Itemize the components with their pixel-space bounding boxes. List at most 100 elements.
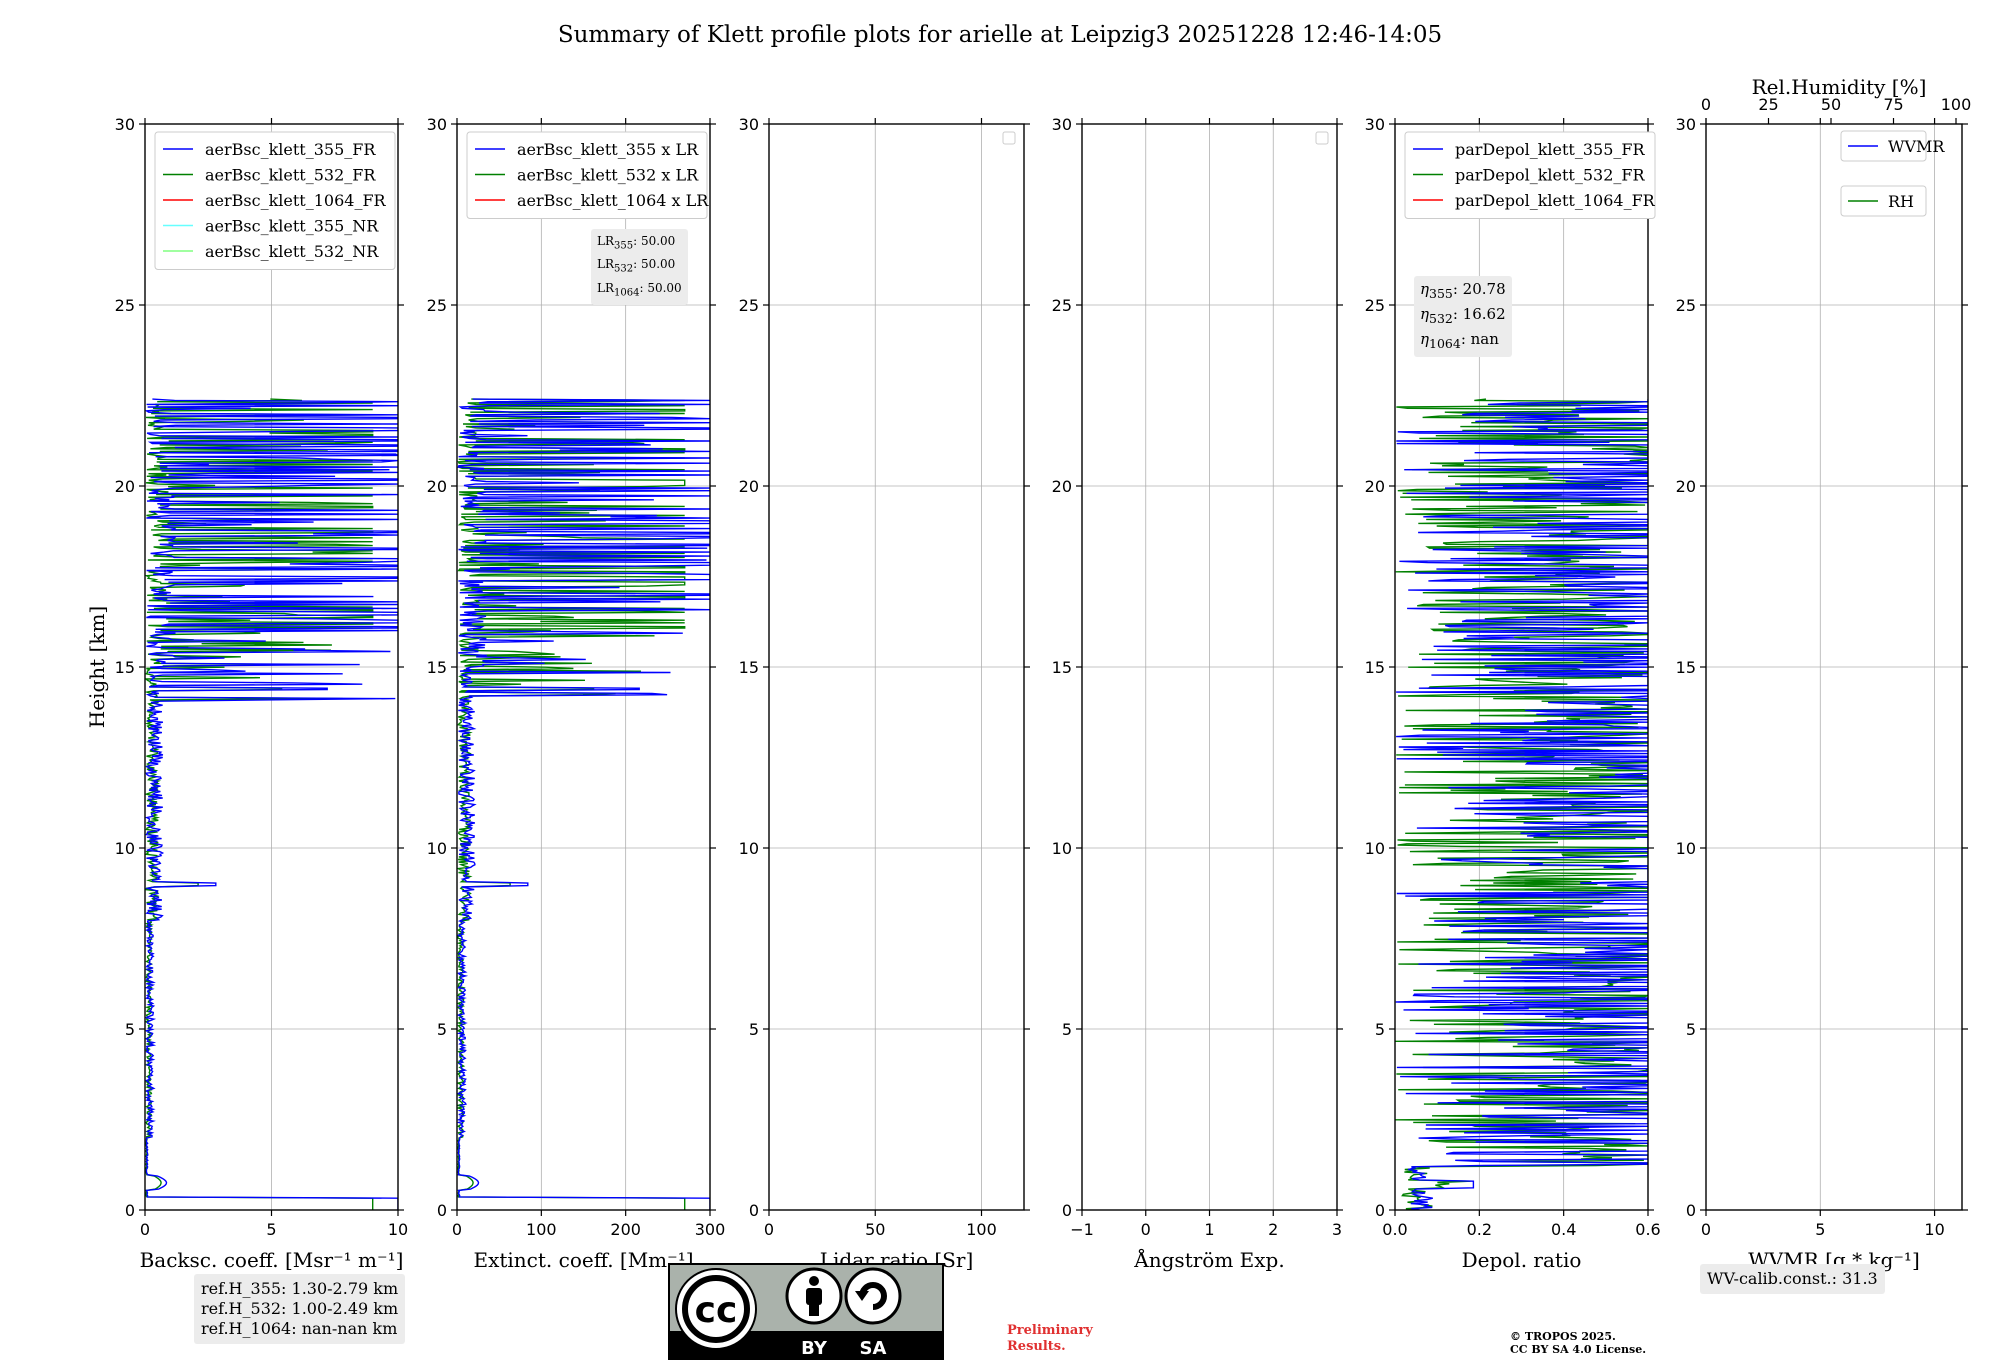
y-tick-label: 10 bbox=[115, 839, 135, 858]
share-alike-icon bbox=[844, 1267, 902, 1325]
y-tick-label: 30 bbox=[1052, 115, 1072, 134]
y-tick-label: 5 bbox=[1686, 1020, 1696, 1039]
x-axis-label: Ångström Exp. bbox=[1133, 1247, 1284, 1272]
x-axis-label: Extinct. coeff. [Mm⁻¹] bbox=[473, 1248, 693, 1272]
badge-by-label: BY bbox=[801, 1338, 828, 1359]
eta-355: η355: 20.78 bbox=[1420, 280, 1506, 301]
x-tick-label: 0.0 bbox=[1382, 1220, 1407, 1239]
y-tick-label: 25 bbox=[1676, 296, 1696, 315]
lr-1064: LR1064: 50.00 bbox=[597, 280, 682, 299]
y-tick-label: 0 bbox=[125, 1201, 135, 1220]
y-tick-label: 20 bbox=[739, 477, 759, 496]
y-tick-label: 20 bbox=[1365, 477, 1385, 496]
x-tick-label: 300 bbox=[695, 1220, 726, 1239]
legend-box bbox=[154, 131, 396, 270]
x-tick-label: 3 bbox=[1332, 1220, 1342, 1239]
y-tick-label: 30 bbox=[115, 115, 135, 134]
legend-label: aerBsc_klett_355_FR bbox=[205, 140, 376, 159]
y-tick-label: 30 bbox=[1365, 115, 1385, 134]
y-tick-label: 15 bbox=[739, 658, 759, 677]
x-tick-label: 0.4 bbox=[1551, 1220, 1576, 1239]
y-tick-label: 15 bbox=[115, 658, 135, 677]
axes-frame bbox=[768, 123, 1025, 1211]
y-tick-label: 30 bbox=[739, 115, 759, 134]
legend-label: aerBsc_klett_355_NR bbox=[205, 217, 379, 236]
y-tick-label: 0 bbox=[749, 1201, 759, 1220]
legend-label: aerBsc_klett_532_FR bbox=[205, 166, 376, 185]
lr-355: LR355: 50.00 bbox=[597, 234, 676, 252]
x-tick-label: −1 bbox=[1070, 1220, 1094, 1239]
legend-label: WVMR bbox=[1888, 137, 1945, 156]
svg-text:cc: cc bbox=[695, 1290, 738, 1331]
legend-box bbox=[1404, 131, 1656, 219]
axes-frame bbox=[1394, 123, 1649, 1211]
legend-box bbox=[1840, 185, 1927, 217]
y-tick-label: 15 bbox=[1052, 658, 1072, 677]
x-tick-label: 200 bbox=[610, 1220, 641, 1239]
y-tick-label: 30 bbox=[427, 115, 447, 134]
x-tick-label: 0.6 bbox=[1635, 1220, 1660, 1239]
figure-title: Summary of Klett profile plots for ariel… bbox=[557, 22, 1443, 48]
axes-frame bbox=[1705, 123, 1963, 1211]
badge-sa-label: SA bbox=[860, 1338, 887, 1359]
top-x-tick-label: 25 bbox=[1758, 95, 1778, 114]
y-tick-label: 25 bbox=[1052, 296, 1072, 315]
series-ext-355 bbox=[457, 398, 710, 1210]
empty-legend bbox=[1002, 131, 1016, 145]
y-tick-label: 0 bbox=[1686, 1201, 1696, 1220]
y-tick-label: 15 bbox=[1365, 658, 1385, 677]
x-tick-label: 10 bbox=[388, 1220, 408, 1239]
preliminary-results-label: Preliminary Results. bbox=[1007, 1323, 1093, 1354]
empty-legend bbox=[1315, 131, 1329, 145]
legend-box bbox=[466, 131, 708, 219]
x-tick-label: 2 bbox=[1268, 1220, 1278, 1239]
x-tick-label: 0 bbox=[1701, 1220, 1711, 1239]
legend-label: RH bbox=[1888, 192, 1914, 211]
y-tick-label: 5 bbox=[749, 1020, 759, 1039]
lidar-ratio-note: LR355: 50.00 LR532: 50.00 LR1064: 50.00 bbox=[591, 229, 688, 306]
x-tick-label: 50 bbox=[865, 1220, 885, 1239]
x-axis-label: Backsc. coeff. [Msr⁻¹ m⁻¹] bbox=[140, 1248, 404, 1272]
y-tick-label: 10 bbox=[1676, 839, 1696, 858]
top-x-tick-label: 50 bbox=[1821, 95, 1841, 114]
y-tick-label: 5 bbox=[1062, 1020, 1072, 1039]
y-tick-label: 25 bbox=[1365, 296, 1385, 315]
eta-1064: η1064: nan bbox=[1420, 330, 1499, 351]
y-tick-label: 30 bbox=[1676, 115, 1696, 134]
y-tick-label: 25 bbox=[115, 296, 135, 315]
y-tick-label: 10 bbox=[1365, 839, 1385, 858]
wv-calib-constant: WV-calib.const.: 31.3 bbox=[1707, 1269, 1878, 1288]
reference-height-note: ref.H_355: 1.30-2.79 km ref.H_532: 1.00-… bbox=[194, 1274, 406, 1344]
lr-532: LR532: 50.00 bbox=[597, 257, 676, 275]
eta-532: η532: 16.62 bbox=[1420, 305, 1506, 326]
ref-height-355: ref.H_355: 1.30-2.79 km bbox=[201, 1279, 399, 1298]
y-tick-label: 10 bbox=[1052, 839, 1072, 858]
y-tick-label: 15 bbox=[1676, 658, 1696, 677]
y-tick-label: 5 bbox=[125, 1020, 135, 1039]
y-tick-label: 20 bbox=[1052, 477, 1072, 496]
legend-label: aerBsc_klett_1064_FR bbox=[205, 191, 387, 210]
y-tick-label: 0 bbox=[1062, 1201, 1072, 1220]
legend-label: parDepol_klett_532_FR bbox=[1455, 166, 1646, 185]
legend-label: aerBsc_klett_532 x LR bbox=[517, 166, 699, 185]
y-axis-label: Height [km] bbox=[85, 606, 109, 728]
y-tick-label: 10 bbox=[427, 839, 447, 858]
y-tick-label: 25 bbox=[739, 296, 759, 315]
y-tick-label: 20 bbox=[427, 477, 447, 496]
x-tick-label: 5 bbox=[1815, 1220, 1825, 1239]
top-x-tick-label: 75 bbox=[1883, 95, 1903, 114]
x-tick-label: 0 bbox=[452, 1220, 462, 1239]
eta-note: η355: 20.78 η532: 16.62 η1064: nan bbox=[1414, 276, 1512, 357]
x-tick-label: 0 bbox=[1141, 1220, 1151, 1239]
legend-box bbox=[1840, 130, 1927, 162]
x-tick-label: 100 bbox=[966, 1220, 997, 1239]
wv-calibration-note: WV-calib.const.: 31.3 bbox=[1700, 1264, 1885, 1294]
y-tick-label: 20 bbox=[1676, 477, 1696, 496]
x-tick-label: 5 bbox=[266, 1220, 276, 1239]
top-x-tick-label: 100 bbox=[1941, 95, 1972, 114]
ref-height-532: ref.H_532: 1.00-2.49 km bbox=[201, 1299, 399, 1318]
y-tick-label: 10 bbox=[739, 839, 759, 858]
x-tick-label: 100 bbox=[526, 1220, 557, 1239]
cc-license-badge: cc BY SA bbox=[668, 1263, 944, 1360]
